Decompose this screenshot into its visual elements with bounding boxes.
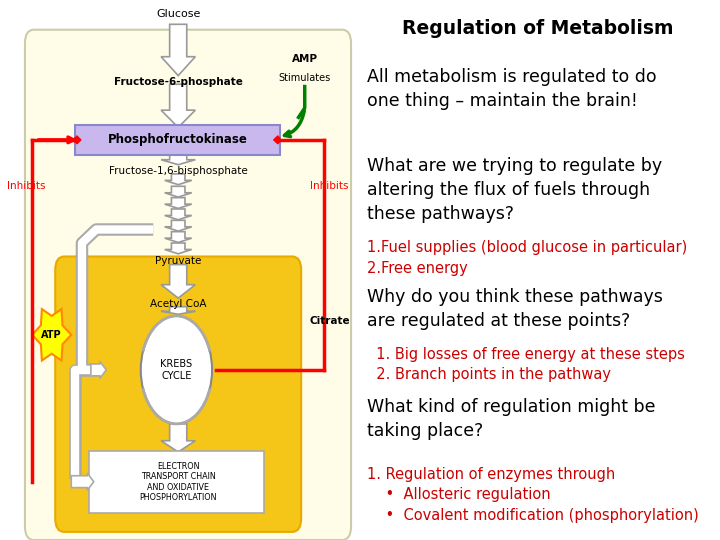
Text: 1. Regulation of enzymes through
    •  Allosteric regulation
    •  Covalent mo: 1. Regulation of enzymes through • Allos… bbox=[367, 467, 699, 523]
Circle shape bbox=[141, 316, 212, 424]
FancyArrow shape bbox=[161, 24, 195, 76]
FancyArrow shape bbox=[165, 209, 192, 220]
FancyBboxPatch shape bbox=[89, 451, 264, 513]
FancyArrow shape bbox=[161, 424, 195, 452]
FancyArrow shape bbox=[165, 220, 192, 231]
Text: Regulation of Metabolism: Regulation of Metabolism bbox=[402, 19, 674, 38]
FancyArrow shape bbox=[165, 186, 192, 197]
Text: Fructose-1,6-bisphosphate: Fructose-1,6-bisphosphate bbox=[109, 166, 248, 176]
FancyBboxPatch shape bbox=[25, 30, 351, 540]
FancyArrow shape bbox=[165, 198, 192, 208]
FancyArrow shape bbox=[91, 361, 107, 379]
Polygon shape bbox=[32, 309, 71, 361]
FancyArrow shape bbox=[75, 136, 81, 144]
Text: Why do you think these pathways
are regulated at these points?: Why do you think these pathways are regu… bbox=[367, 288, 663, 330]
FancyBboxPatch shape bbox=[55, 256, 301, 532]
FancyArrow shape bbox=[161, 152, 195, 165]
Text: Fructose-6-phosphate: Fructose-6-phosphate bbox=[114, 77, 243, 87]
FancyArrow shape bbox=[165, 174, 192, 185]
FancyArrow shape bbox=[274, 136, 280, 144]
FancyArrow shape bbox=[161, 84, 195, 127]
Text: ELECTRON
TRANSPORT CHAIN
AND OXIDATIVE
PHOSPHORYLATION: ELECTRON TRANSPORT CHAIN AND OXIDATIVE P… bbox=[140, 462, 217, 502]
FancyArrow shape bbox=[161, 307, 195, 314]
Text: Stimulates: Stimulates bbox=[279, 73, 331, 83]
Text: AMP: AMP bbox=[292, 55, 318, 64]
Text: What are we trying to regulate by
altering the flux of fuels through
these pathw: What are we trying to regulate by alteri… bbox=[367, 157, 662, 223]
Text: Acetyl CoA: Acetyl CoA bbox=[150, 299, 207, 309]
Text: What kind of regulation might be
taking place?: What kind of regulation might be taking … bbox=[367, 398, 656, 440]
FancyArrow shape bbox=[161, 265, 195, 298]
Text: ATP: ATP bbox=[41, 330, 62, 340]
Text: Pyruvate: Pyruvate bbox=[155, 256, 202, 267]
FancyArrow shape bbox=[165, 232, 192, 242]
Text: Citrate: Citrate bbox=[310, 316, 350, 326]
Text: Inhibits: Inhibits bbox=[7, 181, 46, 191]
Text: 1. Big losses of free energy at these steps
  2. Branch points in the pathway: 1. Big losses of free energy at these st… bbox=[367, 347, 685, 382]
FancyBboxPatch shape bbox=[75, 125, 280, 155]
Text: Phosphofructokinase: Phosphofructokinase bbox=[108, 133, 248, 146]
Text: All metabolism is regulated to do
one thing – maintain the brain!: All metabolism is regulated to do one th… bbox=[367, 68, 657, 110]
FancyArrow shape bbox=[71, 473, 94, 490]
Text: KREBS
CYCLE: KREBS CYCLE bbox=[161, 359, 192, 381]
Text: 1.Fuel supplies (blood glucose in particular)
2.Free energy: 1.Fuel supplies (blood glucose in partic… bbox=[367, 240, 688, 276]
Text: Inhibits: Inhibits bbox=[310, 181, 349, 191]
Text: Glucose: Glucose bbox=[156, 9, 200, 19]
FancyArrow shape bbox=[165, 243, 192, 254]
